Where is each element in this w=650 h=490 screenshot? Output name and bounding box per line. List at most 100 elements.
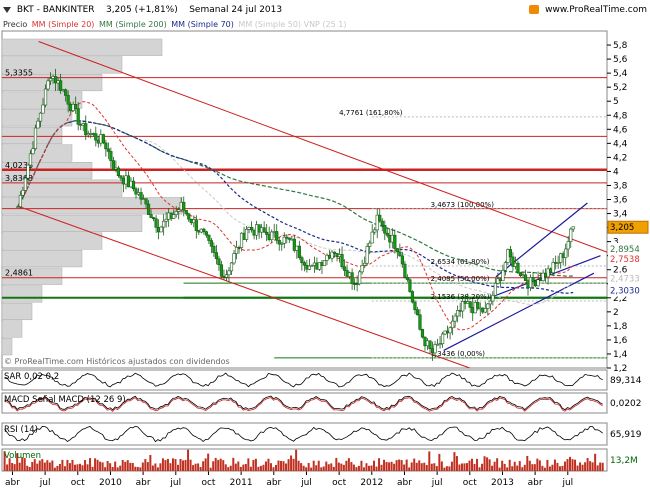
- volume-bar: [508, 459, 511, 471]
- candle: [353, 283, 357, 285]
- volume-bar: [124, 461, 127, 471]
- volume-bar: [513, 461, 516, 471]
- x-tick-label: 2010: [99, 478, 122, 488]
- candle: [285, 236, 289, 239]
- volume-bar: [101, 462, 104, 471]
- volume-bar: [81, 465, 84, 471]
- volume-bar: [599, 462, 602, 471]
- blue-channel-upper: [495, 202, 588, 278]
- volume-bar: [315, 465, 318, 471]
- volume-bar: [114, 461, 117, 471]
- volume-bar: [340, 463, 343, 471]
- channel-upper: [38, 41, 608, 253]
- candle: [503, 262, 507, 271]
- volume-bar: [518, 461, 521, 471]
- candle: [121, 177, 126, 185]
- candle: [169, 212, 173, 219]
- volume-bar: [272, 467, 275, 471]
- rsi-value: 65,919: [610, 430, 642, 440]
- volume-profile-bar: [1, 232, 103, 250]
- volume-bar: [491, 465, 494, 471]
- volume-bar: [182, 460, 185, 471]
- volume-bar: [169, 463, 172, 471]
- price-tag-label: 2,7538: [610, 255, 640, 265]
- volume-bar: [43, 462, 46, 471]
- fib-label: 2,4085 (50,00%): [431, 275, 490, 283]
- candle: [244, 229, 249, 240]
- volume-bar: [312, 460, 315, 471]
- macd-line: [4, 395, 603, 411]
- orange-badge-icon: [529, 5, 540, 14]
- volume-title: Volumen: [4, 451, 41, 461]
- header-dropdown-icon[interactable]: [3, 6, 11, 13]
- volume-bar: [194, 463, 197, 471]
- volume-bar: [222, 460, 225, 471]
- volume-bar: [94, 458, 97, 471]
- volume-bar: [76, 464, 79, 471]
- volume-bar: [290, 455, 293, 471]
- candle: [86, 133, 90, 136]
- volume-bar: [78, 463, 81, 471]
- volume-bar: [234, 463, 237, 471]
- volume-bar: [370, 465, 373, 471]
- volume-bar: [197, 463, 200, 471]
- y-tick-label: 5,2: [613, 83, 627, 93]
- volume-bar: [26, 465, 29, 471]
- volume-bar: [46, 460, 49, 471]
- candle: [26, 164, 30, 179]
- volume-bar: [164, 460, 167, 471]
- candle: [363, 262, 367, 266]
- volume-bar: [581, 464, 584, 471]
- price-tag: [608, 272, 648, 285]
- candle: [388, 235, 392, 243]
- candle: [385, 232, 389, 236]
- x-tick-label: jul: [39, 478, 51, 488]
- candle: [134, 188, 138, 195]
- sar-value-box: [608, 374, 648, 386]
- volume-bar: [277, 460, 280, 471]
- macd-value-box: [608, 397, 648, 409]
- volume-bar: [337, 462, 340, 471]
- site-label[interactable]: www.ProRealTime.com: [545, 5, 647, 15]
- candle: [393, 234, 397, 249]
- volume-bar: [486, 457, 489, 471]
- candle: [511, 256, 515, 267]
- volume-bar: [428, 451, 431, 471]
- candle: [531, 277, 535, 282]
- candle: [116, 167, 121, 177]
- volume-bar: [171, 458, 174, 471]
- volume-bar: [151, 465, 154, 471]
- candle: [149, 214, 153, 218]
- volume-bar: [267, 458, 270, 471]
- volume-bar: [302, 465, 305, 471]
- candle: [400, 255, 404, 265]
- candle: [131, 180, 136, 190]
- volume-bar: [400, 460, 403, 471]
- y-tick-label: 3,4: [613, 210, 628, 220]
- candle: [280, 242, 284, 245]
- volume-bar: [551, 464, 554, 471]
- volume-profile-bar: [1, 320, 23, 338]
- volume-bar: [327, 464, 330, 471]
- volume-bar: [217, 459, 220, 471]
- candle: [151, 217, 156, 220]
- volume-bar: [579, 462, 582, 471]
- y-tick-label: 3,8: [613, 181, 628, 191]
- volume-bar: [177, 464, 180, 471]
- candle: [312, 262, 317, 266]
- volume-bar: [58, 464, 61, 471]
- volume-profile-bar: [1, 250, 83, 268]
- volume-bar: [574, 459, 577, 471]
- volume-bar: [561, 465, 564, 471]
- candle: [498, 278, 502, 282]
- volume-bar: [357, 465, 360, 471]
- candle: [182, 201, 186, 211]
- candle: [119, 175, 123, 179]
- candle: [518, 272, 523, 276]
- volume-bar: [317, 460, 320, 471]
- candle: [526, 280, 530, 288]
- candle: [307, 265, 311, 270]
- volume-bar: [249, 466, 252, 471]
- volume-bar: [36, 463, 39, 471]
